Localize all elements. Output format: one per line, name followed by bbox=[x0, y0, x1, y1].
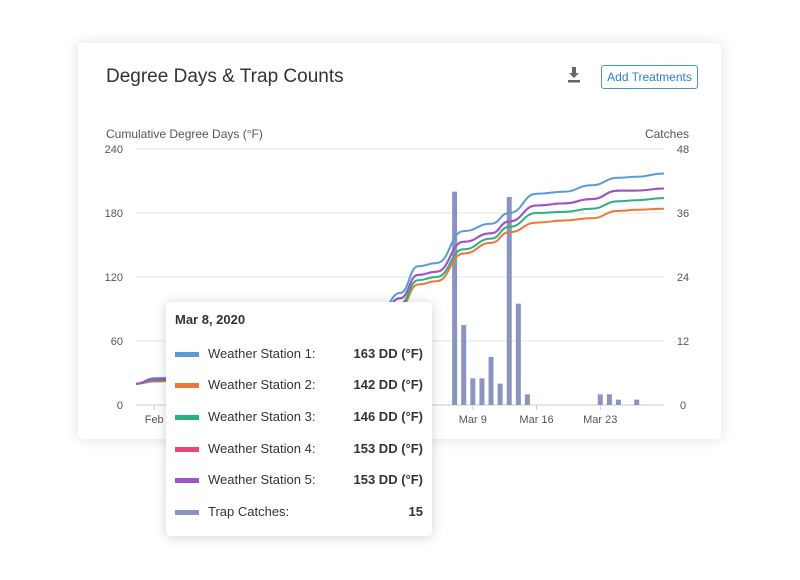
tooltip-swatch bbox=[175, 447, 199, 452]
left-tick-label: 0 bbox=[117, 400, 123, 412]
left-tick-label: 180 bbox=[105, 208, 123, 220]
x-tick-label: Feb bbox=[145, 414, 164, 426]
tooltip-row-station-3: Weather Station 3: 146 DD (°F) bbox=[175, 408, 423, 428]
tooltip-row-station-5: Weather Station 5: 153 DD (°F) bbox=[175, 471, 423, 491]
axis-ticks: 0 60 120 180 240 0 12 24 36 48 Feb Mar 9 Mar 16 Mar 2… bbox=[105, 144, 689, 426]
left-tick-label: 60 bbox=[111, 336, 123, 348]
trap-catch-bar bbox=[597, 394, 603, 405]
right-tick-label: 36 bbox=[677, 208, 689, 220]
trap-catch-bar bbox=[506, 197, 512, 405]
tooltip-label: Weather Station 1: bbox=[208, 346, 316, 361]
tooltip-swatch bbox=[175, 510, 199, 515]
tooltip-row-station-2: Weather Station 2: 142 DD (°F) bbox=[175, 376, 423, 396]
left-tick-label: 120 bbox=[105, 272, 123, 284]
tooltip-value: 142 DD (°F) bbox=[353, 377, 424, 392]
x-tick-label: Mar 16 bbox=[519, 414, 553, 426]
tooltip-label: Weather Station 4: bbox=[208, 441, 316, 456]
tooltip-value: 146 DD (°F) bbox=[353, 409, 424, 424]
tooltip-swatch bbox=[175, 383, 199, 388]
tooltip-value: 15 bbox=[408, 504, 423, 519]
trap-catch-bar bbox=[615, 399, 621, 405]
right-tick-label: 0 bbox=[680, 400, 686, 412]
trap-catch-bar bbox=[524, 394, 530, 405]
tooltip-swatch bbox=[175, 352, 199, 357]
trap-catch-bar bbox=[515, 303, 521, 405]
card-title: Degree Days & Trap Counts bbox=[106, 66, 344, 87]
right-tick-label: 48 bbox=[677, 144, 689, 156]
right-tick-label: 24 bbox=[677, 272, 689, 284]
tooltip-row-station-4: Weather Station 4: 153 DD (°F) bbox=[175, 440, 423, 460]
tooltip-row-trap-catches: Trap Catches: 15 bbox=[175, 503, 423, 523]
tooltip-value: 153 DD (°F) bbox=[353, 472, 424, 487]
trap-catch-bars bbox=[452, 191, 640, 405]
x-tick-label: Mar 9 bbox=[459, 414, 487, 426]
tooltip-value: 163 DD (°F) bbox=[353, 346, 424, 361]
tooltip-label: Weather Station 3: bbox=[208, 409, 316, 424]
add-treatments-button[interactable]: Add Treatments bbox=[601, 65, 698, 89]
right-tick-label: 12 bbox=[677, 336, 689, 348]
left-axis-title: Cumulative Degree Days (°F) bbox=[106, 127, 263, 141]
trap-catch-bar bbox=[479, 378, 485, 405]
tooltip-label: Weather Station 2: bbox=[208, 377, 316, 392]
trap-catch-bar bbox=[497, 383, 503, 405]
trap-catch-bar bbox=[488, 357, 494, 405]
trap-catch-bar bbox=[470, 378, 476, 405]
trap-catch-bar bbox=[461, 325, 467, 405]
left-tick-label: 240 bbox=[105, 144, 123, 156]
tooltip-label: Trap Catches: bbox=[208, 504, 290, 519]
tooltip-swatch bbox=[175, 478, 199, 483]
trap-catch-bar bbox=[452, 191, 458, 405]
trap-catch-bar bbox=[634, 399, 640, 405]
tooltip-swatch bbox=[175, 415, 199, 420]
right-axis-title: Catches bbox=[645, 127, 689, 141]
chart-tooltip: Mar 8, 2020 Weather Station 1: 163 DD (°… bbox=[166, 302, 432, 536]
tooltip-value: 153 DD (°F) bbox=[353, 441, 424, 456]
tooltip-row-station-1: Weather Station 1: 163 DD (°F) bbox=[175, 345, 423, 365]
trap-catch-bar bbox=[606, 394, 612, 405]
x-tick-label: Mar 23 bbox=[583, 414, 617, 426]
tooltip-date: Mar 8, 2020 bbox=[175, 312, 246, 327]
tooltip-label: Weather Station 5: bbox=[208, 472, 316, 487]
download-icon[interactable] bbox=[567, 67, 581, 83]
